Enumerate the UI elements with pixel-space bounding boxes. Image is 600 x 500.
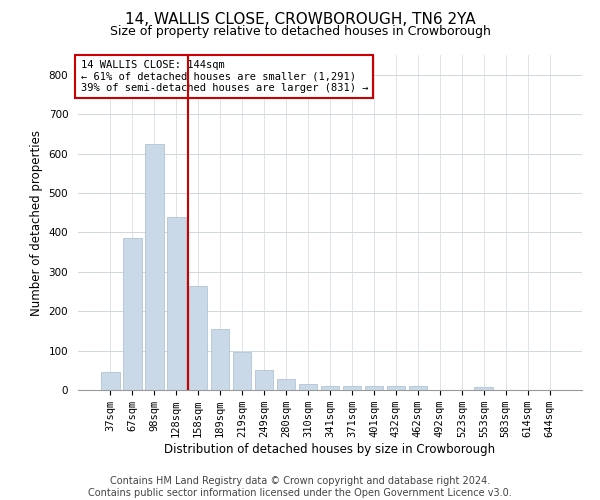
Text: Contains HM Land Registry data © Crown copyright and database right 2024.
Contai: Contains HM Land Registry data © Crown c… — [88, 476, 512, 498]
Bar — [343, 386, 361, 390]
Text: 14, WALLIS CLOSE, CROWBOROUGH, TN6 2YA: 14, WALLIS CLOSE, CROWBOROUGH, TN6 2YA — [125, 12, 475, 28]
Bar — [320, 386, 340, 390]
Text: 14 WALLIS CLOSE: 144sqm
← 61% of detached houses are smaller (1,291)
39% of semi: 14 WALLIS CLOSE: 144sqm ← 61% of detache… — [80, 60, 368, 93]
Bar — [386, 386, 405, 390]
Text: Size of property relative to detached houses in Crowborough: Size of property relative to detached ho… — [110, 25, 490, 38]
Bar — [299, 384, 317, 390]
Bar — [277, 380, 295, 390]
Bar — [101, 372, 119, 390]
Bar — [123, 238, 142, 390]
Bar — [145, 144, 164, 390]
Bar — [211, 329, 229, 390]
Bar — [255, 370, 274, 390]
Bar — [365, 386, 383, 390]
Y-axis label: Number of detached properties: Number of detached properties — [30, 130, 43, 316]
Bar — [409, 386, 427, 390]
Bar — [189, 286, 208, 390]
X-axis label: Distribution of detached houses by size in Crowborough: Distribution of detached houses by size … — [164, 443, 496, 456]
Bar — [475, 387, 493, 390]
Bar — [167, 216, 185, 390]
Bar — [233, 352, 251, 390]
